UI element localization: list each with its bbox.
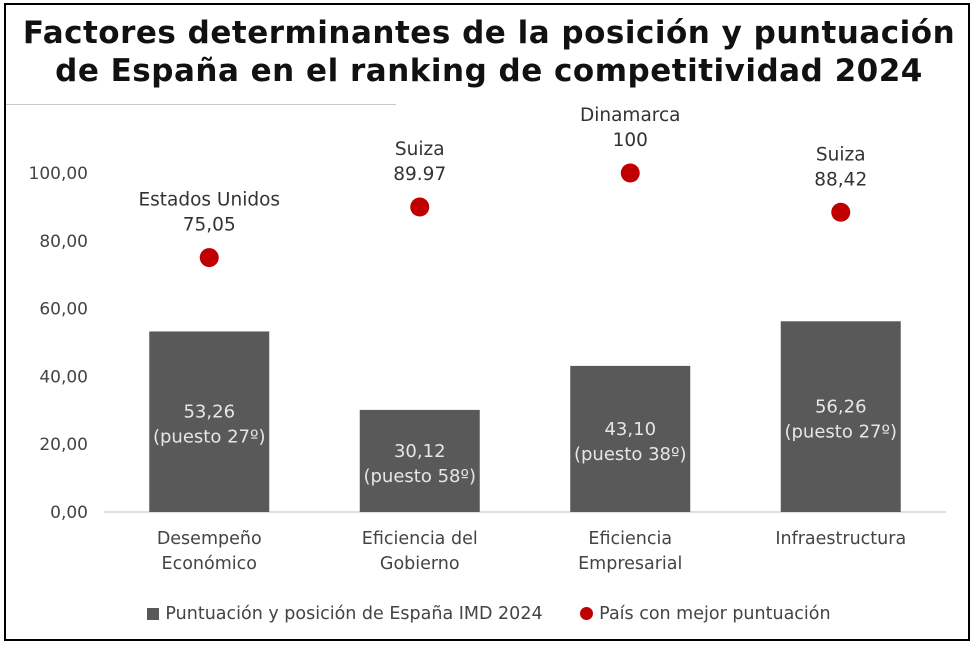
x-tick-label: Infraestructura (775, 529, 906, 549)
x-tick-label: Gobierno (380, 554, 460, 574)
x-tick-label: Desempeño (157, 529, 262, 549)
bar-data-label: 30,12 (394, 441, 446, 462)
x-tick-label: Eficiencia del (362, 529, 478, 549)
x-tick-label: Económico (162, 554, 257, 574)
y-tick-label: 60,00 (39, 300, 88, 320)
legend-label-bars: Puntuación y posición de España IMD 2024 (165, 604, 543, 624)
legend-swatch-dots (580, 607, 594, 620)
bar-data-label: (puesto 27º) (153, 427, 266, 448)
bar-data-label: 56,26 (815, 397, 867, 418)
bar (359, 409, 480, 512)
point-data-label: 100 (613, 130, 648, 151)
data-point (620, 163, 640, 183)
y-tick-label: 20,00 (39, 435, 88, 455)
x-tick-label: Eficiencia (588, 529, 672, 549)
legend: Puntuación y posición de España IMD 2024… (0, 604, 978, 624)
legend-label-dots: País con mejor puntuación (599, 604, 831, 624)
title-divider (6, 104, 396, 105)
point-data-label: Suiza (395, 139, 445, 160)
y-tick-label: 80,00 (39, 232, 88, 252)
point-data-label: Estados Unidos (138, 190, 280, 211)
point-data-label: 75,05 (183, 215, 236, 236)
chart-title: Factores determinantes de la posición y … (0, 14, 978, 90)
point-data-label: Suiza (816, 144, 866, 165)
data-point (410, 197, 430, 217)
point-data-label: Dinamarca (580, 105, 681, 126)
legend-item-bars: Puntuación y posición de España IMD 2024 (147, 604, 543, 624)
bar-data-label: (puesto 38º) (574, 444, 687, 465)
chart-title-line2: de España en el ranking de competitivida… (55, 53, 923, 89)
point-data-label: 89.97 (393, 164, 446, 185)
y-tick-label: 40,00 (39, 367, 88, 387)
legend-item-dots: País con mejor puntuación (580, 604, 831, 624)
bar-data-label: (puesto 58º) (363, 466, 476, 487)
legend-swatch-bars (147, 608, 160, 620)
bar-data-label: 43,10 (604, 419, 656, 440)
y-tick-label: 100,00 (29, 164, 88, 184)
x-tick-label: Empresarial (578, 554, 682, 574)
data-point (831, 202, 851, 222)
chart-title-line1: Factores determinantes de la posición y … (22, 15, 956, 51)
bar (570, 365, 691, 512)
data-point (199, 248, 219, 268)
bar-data-label: 53,26 (183, 402, 235, 423)
y-tick-label: 0,00 (50, 503, 88, 523)
bar (149, 331, 270, 512)
point-data-label: 88,42 (814, 169, 867, 190)
bar (780, 321, 901, 512)
bar-data-label: (puesto 27º) (784, 422, 897, 443)
